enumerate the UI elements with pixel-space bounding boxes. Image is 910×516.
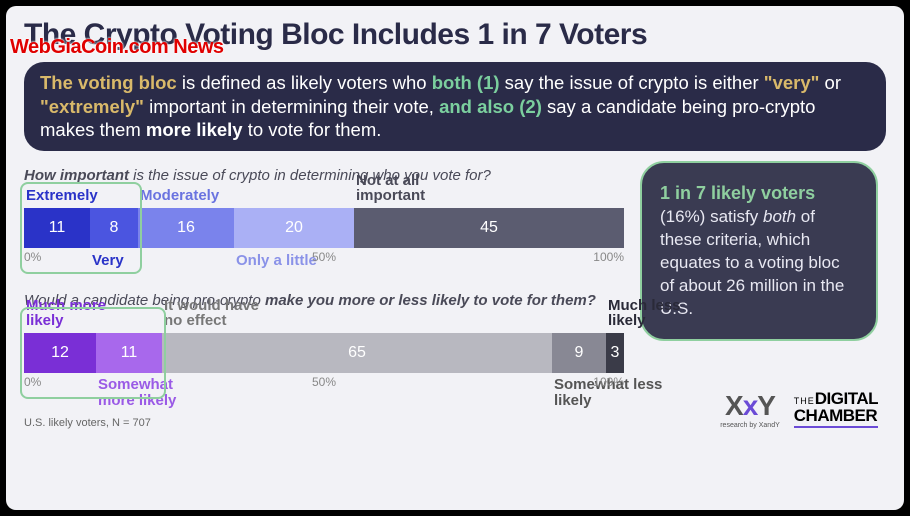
bar-segment: 11Extremely — [24, 208, 90, 248]
segment-label: Not at all important — [356, 173, 466, 205]
logo-xy: XxY research by XandY — [720, 390, 780, 429]
bar-segment: 11Somewhat more likely — [96, 333, 162, 373]
left-column: How important is the issue of crypto in … — [24, 161, 626, 429]
infographic-frame: The Crypto Voting Bloc Includes 1 in 7 V… — [6, 6, 904, 510]
right-column: 1 in 7 likely voters (16%) satisfy both … — [640, 161, 878, 429]
chart1: 11Extremely8Very16Moderately20Only a lit… — [24, 186, 626, 290]
chart1-question: How important is the issue of crypto in … — [24, 167, 626, 184]
segment-label: Much less likely — [608, 298, 718, 330]
watermark-text: WebGiaCoin.com News — [10, 36, 224, 59]
chart1-axis: 0% 50% 100% — [24, 250, 624, 266]
logos-row: XxY research by XandY THEDIGITAL CHAMBER — [640, 390, 878, 429]
bar-segment: 45Not at all important — [354, 208, 624, 248]
chart2-bar: 12Much more likely11Somewhat more likely… — [24, 333, 624, 373]
bar-segment: 3Much less likely — [606, 333, 624, 373]
chart2-axis: 0% 50% 100% — [24, 375, 624, 391]
segment-label: It would have no effect — [164, 298, 274, 330]
bar-segment: 12Much more likely — [24, 333, 96, 373]
underline-icon — [794, 426, 878, 428]
logo-digital-chamber: THEDIGITAL CHAMBER — [794, 391, 878, 427]
def-highlight: The voting bloc — [40, 72, 177, 93]
footnote: U.S. likely voters, N = 707 — [24, 417, 626, 429]
bar-segment: 8Very — [90, 208, 138, 248]
chart2: 12Much more likely11Somewhat more likely… — [24, 311, 626, 415]
definition-box: The voting bloc is defined as likely vot… — [24, 62, 886, 151]
segment-label: Moderately — [140, 187, 219, 204]
bar-segment: 9Somewhat less likely — [552, 333, 606, 373]
segment-label: Extremely — [26, 187, 98, 204]
bar-segment: 20Only a little — [234, 208, 354, 248]
segment-label: Much more likely — [26, 298, 136, 330]
charts-area: How important is the issue of crypto in … — [24, 161, 886, 429]
bar-segment: 65It would have no effect — [162, 333, 552, 373]
chart1-bar: 11Extremely8Very16Moderately20Only a lit… — [24, 208, 624, 248]
bar-segment: 16Moderately — [138, 208, 234, 248]
